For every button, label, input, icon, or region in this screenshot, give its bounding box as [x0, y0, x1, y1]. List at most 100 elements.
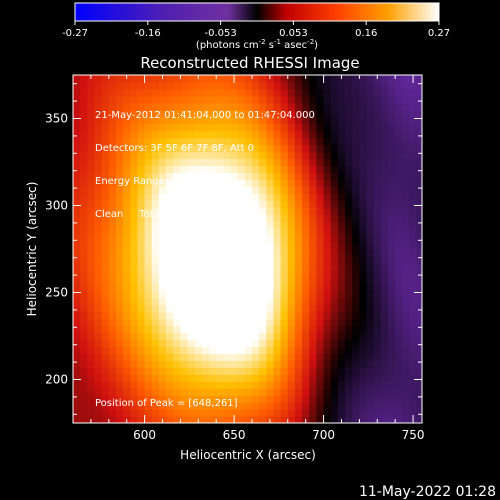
heatmap-cell: [108, 276, 117, 285]
heatmap-cell: [144, 200, 153, 208]
heatmap-cell: [380, 221, 389, 229]
heatmap-cell: [87, 172, 96, 180]
heatmap-cell: [251, 346, 260, 354]
heatmap-cell: [337, 262, 346, 271]
heatmap-cell: [416, 353, 422, 361]
heatmap-cell: [287, 228, 296, 236]
heatmap-cell: [244, 228, 253, 236]
heatmap-cell: [101, 235, 110, 243]
heatmap-cell: [73, 416, 81, 423]
heatmap-cell: [73, 193, 81, 201]
heatmap-cell: [187, 207, 196, 215]
heatmap-cell: [352, 151, 360, 160]
heatmap-cell: [73, 165, 81, 174]
heatmap-cell: [194, 346, 203, 354]
heatmap-cell: [101, 207, 110, 215]
heatmap-cell: [237, 235, 246, 243]
heatmap-cell: [237, 200, 246, 208]
heatmap-cell: [280, 137, 289, 146]
heatmap-cell: [201, 158, 210, 167]
heatmap-cell: [180, 304, 189, 313]
heatmap-cell: [259, 367, 267, 375]
heatmap-cell: [409, 102, 418, 111]
heatmap-cell: [187, 381, 196, 389]
heatmap-cell: [216, 116, 224, 125]
heatmap-cell: [287, 165, 296, 174]
heatmap-cell: [144, 360, 153, 368]
heatmap-cell: [94, 144, 103, 153]
heatmap-cell: [123, 249, 131, 257]
heatmap-cell: [330, 186, 339, 194]
heatmap-cell: [201, 283, 210, 292]
heatmap-cell: [416, 130, 422, 139]
heatmap-cell: [158, 374, 167, 382]
heatmap-cell: [123, 374, 131, 382]
heatmap-cell: [151, 325, 160, 334]
heatmap-cell: [273, 151, 282, 160]
heatmap-cell: [180, 318, 189, 327]
heatmap-cell: [380, 186, 389, 194]
heatmap-cell: [108, 332, 117, 341]
heatmap-cell: [287, 75, 296, 83]
heatmap-cell: [395, 221, 403, 229]
heatmap-cell: [309, 339, 318, 348]
heatmap-cell: [216, 318, 224, 327]
heatmap-cell: [387, 214, 396, 222]
heatmap-cell: [251, 255, 260, 264]
heatmap-cell: [144, 75, 153, 83]
heatmap-cell: [94, 193, 103, 201]
heatmap-cell: [180, 158, 189, 167]
heatmap-cell: [337, 395, 346, 403]
heatmap-cell: [151, 339, 160, 348]
heatmap-cell: [201, 297, 210, 306]
heatmap-cell: [87, 123, 96, 132]
heatmap-cell: [151, 297, 160, 306]
heatmap-cell: [273, 402, 282, 410]
heatmap-cell: [230, 200, 239, 208]
heatmap-cell: [115, 276, 124, 285]
heatmap-cell: [366, 367, 375, 375]
heatmap-cell: [144, 318, 153, 327]
heatmap-cell: [187, 81, 196, 90]
heatmap-cell: [387, 276, 396, 285]
heatmap-cell: [108, 367, 117, 375]
heatmap-cell: [380, 339, 389, 348]
heatmap-cell: [387, 193, 396, 201]
heatmap-cell: [402, 75, 411, 83]
heatmap-cell: [173, 130, 181, 139]
heatmap-cell: [330, 109, 339, 118]
heatmap-cell: [144, 137, 153, 146]
heatmap-cell: [223, 325, 232, 334]
heatmap-cell: [130, 214, 139, 222]
heatmap-cell: [323, 262, 332, 271]
heatmap-cell: [330, 228, 339, 236]
heatmap-cell: [287, 116, 296, 125]
heatmap-cell: [387, 388, 396, 396]
heatmap-cell: [337, 144, 346, 153]
heatmap-cell: [345, 81, 353, 90]
heatmap-cell: [223, 200, 232, 208]
heatmap-cell: [101, 186, 110, 194]
heatmap-cell: [380, 297, 389, 306]
heatmap-cell: [251, 172, 260, 180]
heatmap-cell: [352, 200, 360, 208]
heatmap-cell: [123, 144, 131, 153]
heatmap-cell: [237, 332, 246, 341]
heatmap-cell: [123, 172, 131, 180]
heatmap-cell: [251, 81, 260, 90]
heatmap-cell: [251, 151, 260, 160]
heatmap-cell: [416, 88, 422, 97]
heatmap-cell: [80, 416, 88, 423]
heatmap-cell: [244, 81, 253, 90]
heatmap-cell: [244, 381, 253, 389]
heatmap-cell: [166, 249, 174, 257]
heatmap-cell: [87, 193, 96, 201]
heatmap-cell: [373, 165, 382, 174]
heatmap-cell: [180, 262, 189, 271]
heatmap-cell: [130, 339, 139, 348]
heatmap-cell: [280, 144, 289, 153]
heatmap-cell: [280, 269, 289, 278]
heatmap-cell: [287, 179, 296, 187]
heatmap-cell: [87, 353, 96, 361]
heatmap-cell: [409, 228, 418, 236]
